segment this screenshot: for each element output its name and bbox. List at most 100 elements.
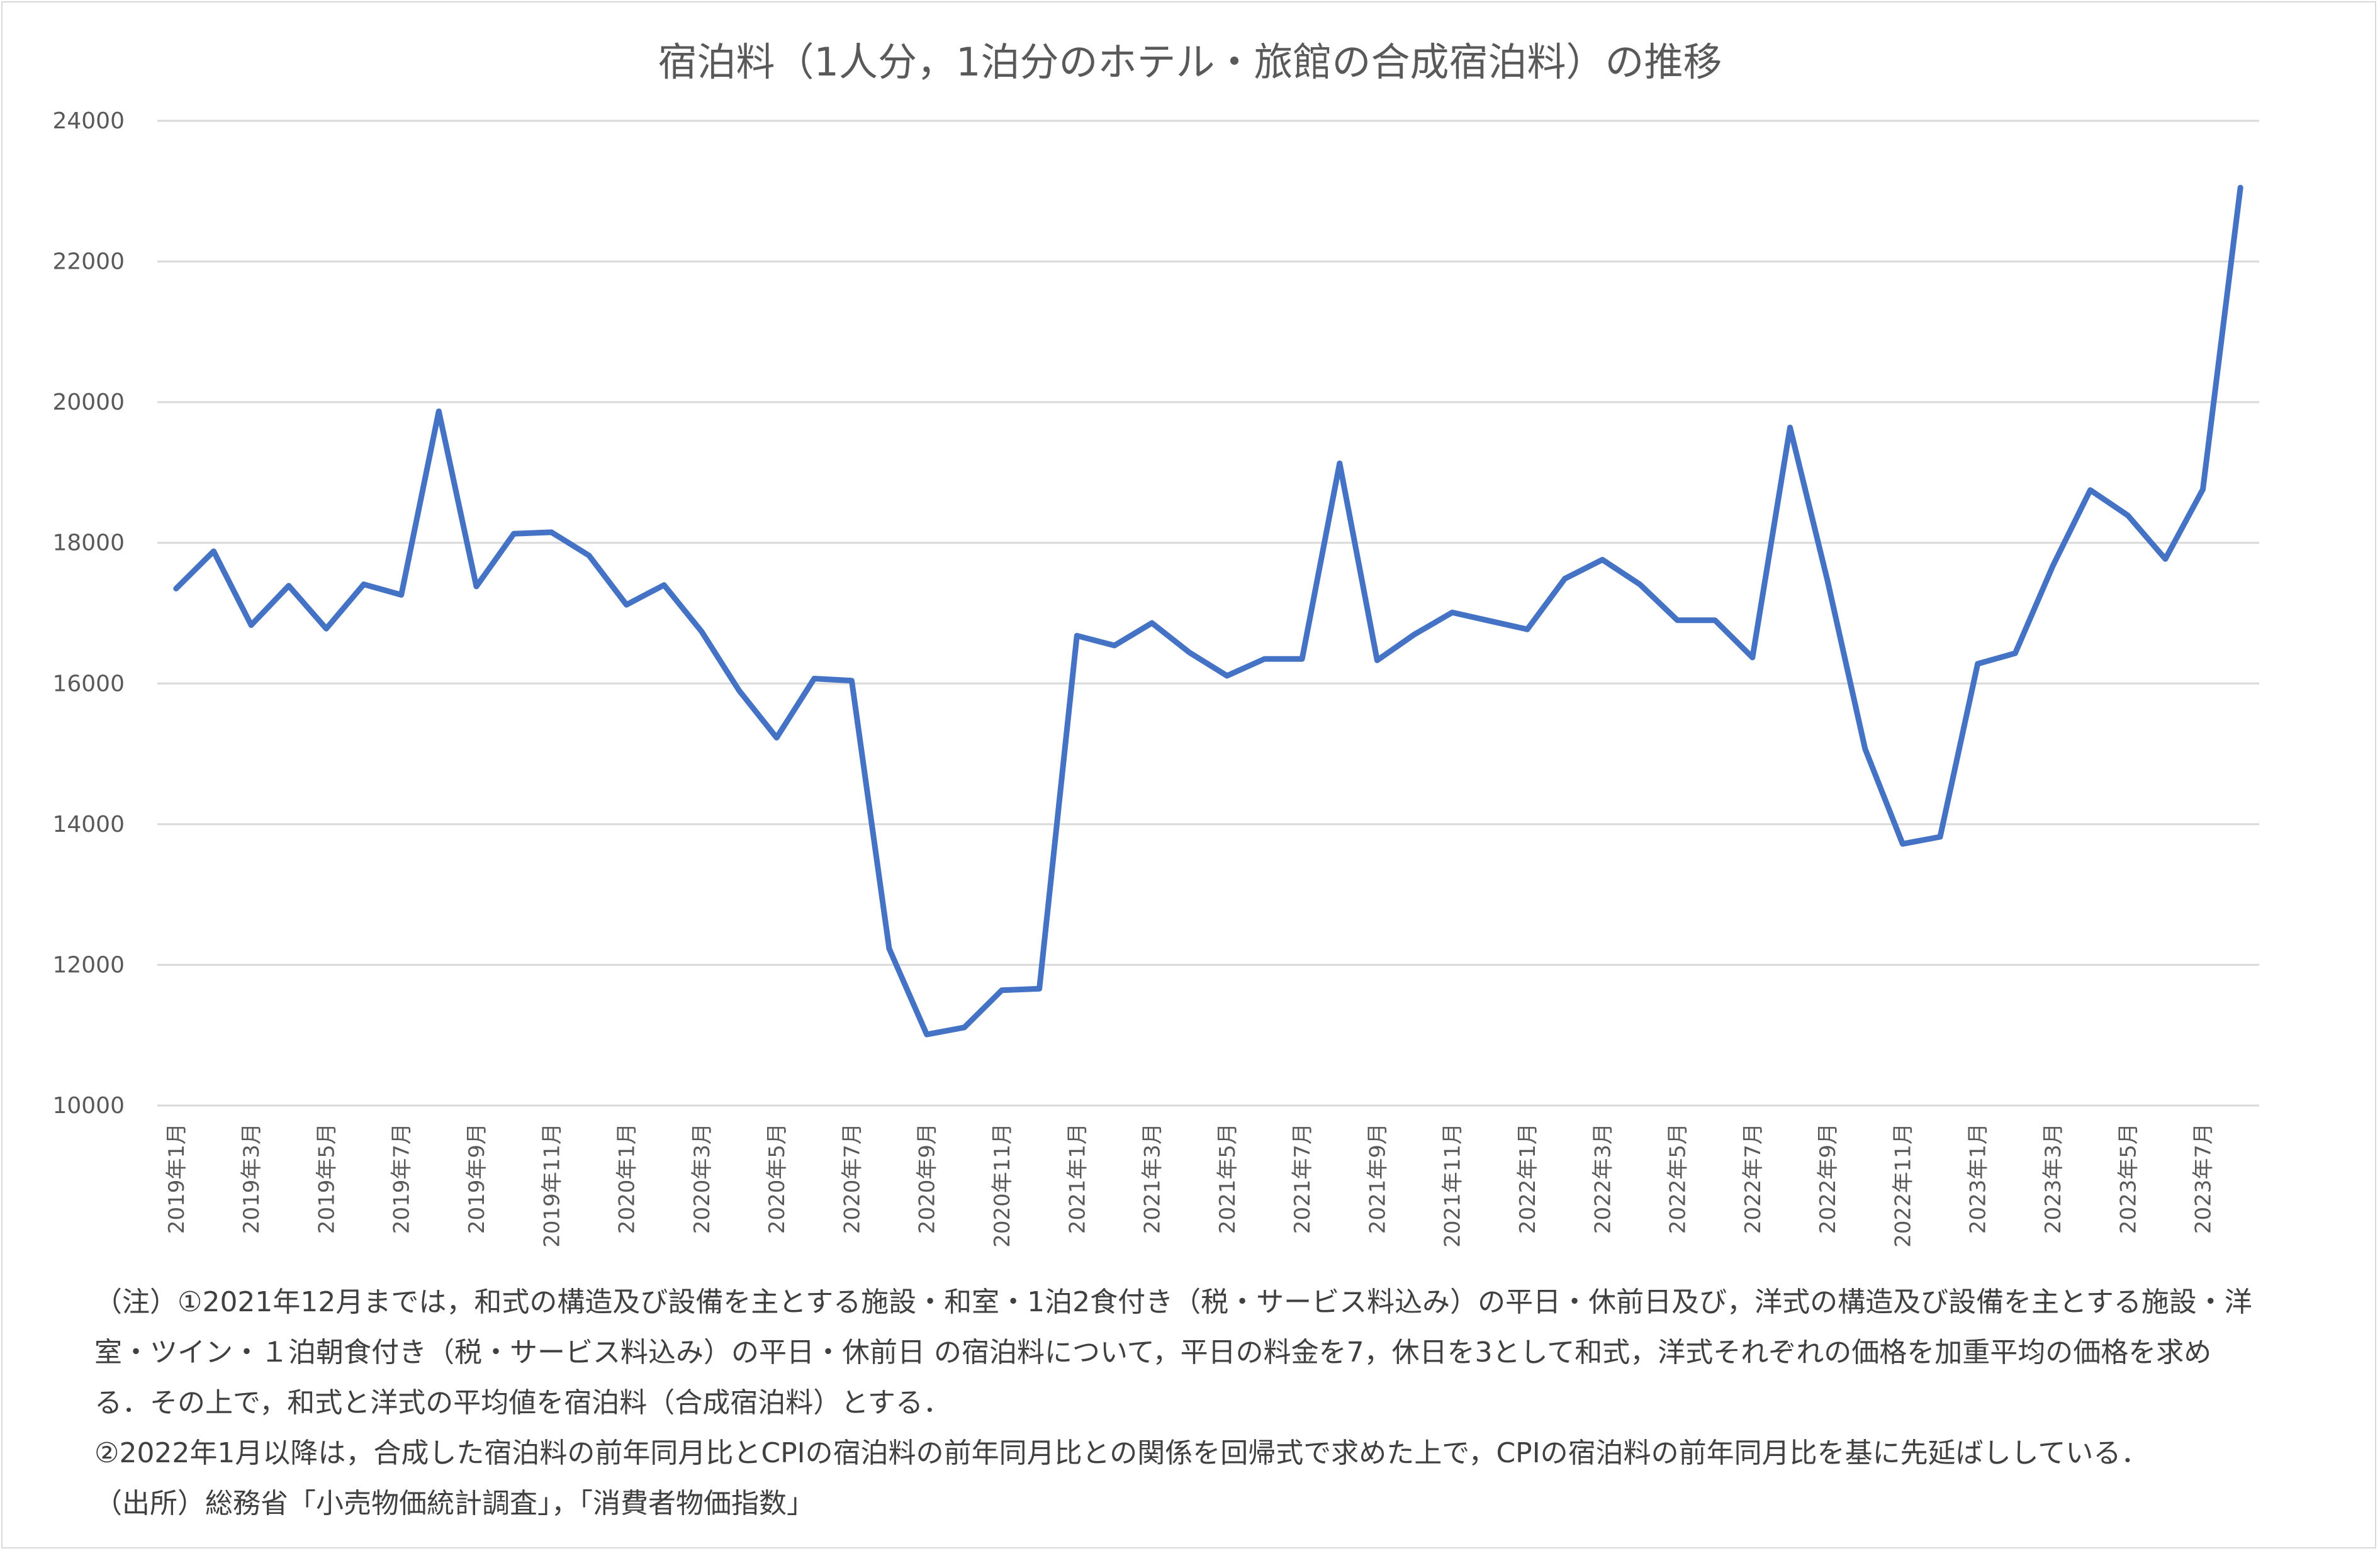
data-point bbox=[1525, 627, 1529, 632]
x-tick-label: 2020年3月 bbox=[690, 1123, 715, 1234]
data-point bbox=[1488, 619, 1492, 623]
x-tick-label: 2021年9月 bbox=[1365, 1123, 1390, 1234]
y-tick-label: 16000 bbox=[52, 671, 125, 697]
x-tick-label: 2019年11月 bbox=[539, 1123, 564, 1248]
data-point bbox=[437, 409, 441, 413]
x-tick-label: 2022年7月 bbox=[1741, 1123, 1766, 1234]
y-tick-label: 10000 bbox=[52, 1093, 125, 1119]
note-line-4: ②2022年1月以降は，合成した宿泊料の前年同月比とCPIの宿泊料の前年同月比と… bbox=[94, 1437, 2149, 1469]
data-point bbox=[1300, 657, 1305, 661]
data-point bbox=[174, 586, 178, 591]
data-point bbox=[999, 988, 1004, 992]
data-point bbox=[1900, 842, 1905, 846]
note-line-1: （注）①2021年12月までは，和式の構造及び設備を主とする施設・和室・1泊2食… bbox=[94, 1286, 2252, 1318]
y-tick-label: 24000 bbox=[52, 108, 125, 134]
x-tick-label: 2020年5月 bbox=[765, 1123, 790, 1234]
x-tick-label: 2022年11月 bbox=[1890, 1123, 1916, 1248]
y-tick-label: 14000 bbox=[52, 812, 125, 837]
x-tick-label: 2019年5月 bbox=[314, 1123, 339, 1234]
data-point bbox=[1150, 621, 1154, 625]
y-tick-label: 20000 bbox=[52, 389, 125, 415]
data-point bbox=[1675, 618, 1680, 622]
data-point bbox=[1187, 651, 1192, 655]
data-point bbox=[1863, 747, 1867, 751]
data-point bbox=[737, 688, 741, 693]
data-point bbox=[2201, 487, 2205, 491]
x-tick-label: 2020年9月 bbox=[915, 1123, 940, 1234]
x-tick-label: 2021年5月 bbox=[1215, 1123, 1240, 1234]
x-tick-label: 2019年3月 bbox=[239, 1123, 264, 1234]
source-line: （出所）総務省「小売物価統計調査」，「消費者物価指数」 bbox=[94, 1487, 814, 1520]
data-point bbox=[362, 582, 366, 586]
data-point bbox=[1750, 655, 1754, 659]
data-point bbox=[962, 1025, 967, 1029]
data-point bbox=[1075, 634, 1079, 638]
series-layer bbox=[173, 184, 2243, 1038]
data-point bbox=[211, 549, 216, 554]
x-tick-label: 2023年5月 bbox=[2116, 1123, 2141, 1234]
x-tick-label: 2021年3月 bbox=[1140, 1123, 1165, 1234]
note-line-2: 室・ツイン・１泊朝食付き（税・サービス料込み）の平日・休前日 の宿泊料について，… bbox=[94, 1336, 2212, 1369]
data-point bbox=[2126, 513, 2130, 518]
x-tick-label: 2023年7月 bbox=[2191, 1123, 2216, 1234]
line-chart: 宿泊料（1人分，1泊分のホテル・旅館の合成宿泊料）の推移 10000120001… bbox=[52, 39, 2259, 1248]
data-point bbox=[587, 553, 591, 557]
data-point bbox=[1413, 632, 1417, 637]
data-point bbox=[1450, 610, 1454, 615]
y-tick-label: 22000 bbox=[52, 249, 125, 275]
y-tick-label: 12000 bbox=[52, 952, 125, 978]
data-point bbox=[812, 676, 816, 681]
data-point bbox=[1788, 425, 1792, 430]
data-point bbox=[624, 603, 629, 607]
x-tick-label: 2022年3月 bbox=[1590, 1123, 1615, 1234]
x-tick-label: 2019年7月 bbox=[390, 1123, 415, 1234]
data-point bbox=[1262, 657, 1267, 661]
data-point bbox=[549, 530, 554, 534]
x-tick-label: 2019年1月 bbox=[164, 1123, 189, 1234]
data-point bbox=[2088, 488, 2092, 492]
data-point bbox=[1037, 987, 1041, 991]
data-point bbox=[924, 1033, 929, 1037]
x-axis: 2019年1月 2019年3月 2019年5月 2019年7月 2019年9月 2019年… bbox=[164, 1123, 2216, 1248]
data-point bbox=[2013, 651, 2018, 656]
data-point bbox=[249, 623, 254, 627]
data-point bbox=[887, 946, 892, 951]
data-point bbox=[1337, 461, 1342, 466]
x-tick-label: 2020年1月 bbox=[615, 1123, 640, 1234]
data-point bbox=[2163, 557, 2167, 561]
x-tick-label: 2022年5月 bbox=[1666, 1123, 1691, 1234]
data-point bbox=[1975, 661, 1980, 666]
x-tick-label: 2022年9月 bbox=[1816, 1123, 1841, 1234]
x-tick-label: 2019年9月 bbox=[464, 1123, 490, 1234]
data-point bbox=[2050, 564, 2055, 568]
data-point bbox=[286, 583, 291, 588]
data-point bbox=[1637, 582, 1642, 586]
data-point bbox=[850, 678, 854, 683]
series-line bbox=[173, 184, 2243, 1038]
y-axis: 10000 12000 14000 16000 18000 20000 22000 24000 bbox=[52, 108, 125, 1119]
x-tick-label: 2020年7月 bbox=[839, 1123, 865, 1234]
data-point bbox=[1112, 643, 1116, 647]
data-point bbox=[699, 629, 704, 634]
data-point bbox=[1600, 557, 1605, 562]
data-point bbox=[1938, 834, 1943, 839]
x-tick-label: 2023年3月 bbox=[2041, 1123, 2066, 1234]
notes: （注）①2021年12月までは，和式の構造及び設備を主とする施設・和室・1泊2食… bbox=[94, 1277, 2335, 1529]
data-point bbox=[324, 627, 328, 631]
data-point bbox=[1826, 579, 1830, 583]
data-point bbox=[512, 532, 516, 536]
y-tick-label: 18000 bbox=[52, 530, 125, 556]
data-point bbox=[1225, 673, 1229, 678]
data-point bbox=[662, 583, 666, 587]
data-point bbox=[1375, 658, 1379, 663]
x-tick-label: 2023年1月 bbox=[1966, 1123, 1991, 1234]
data-point bbox=[775, 736, 779, 740]
gridlines bbox=[157, 120, 2259, 1107]
data-point bbox=[474, 585, 478, 589]
x-tick-label: 2020年11月 bbox=[990, 1123, 1015, 1248]
data-point bbox=[2238, 186, 2243, 190]
x-tick-label: 2021年1月 bbox=[1065, 1123, 1090, 1234]
x-tick-label: 2022年1月 bbox=[1515, 1123, 1541, 1234]
x-tick-label: 2021年7月 bbox=[1290, 1123, 1315, 1234]
